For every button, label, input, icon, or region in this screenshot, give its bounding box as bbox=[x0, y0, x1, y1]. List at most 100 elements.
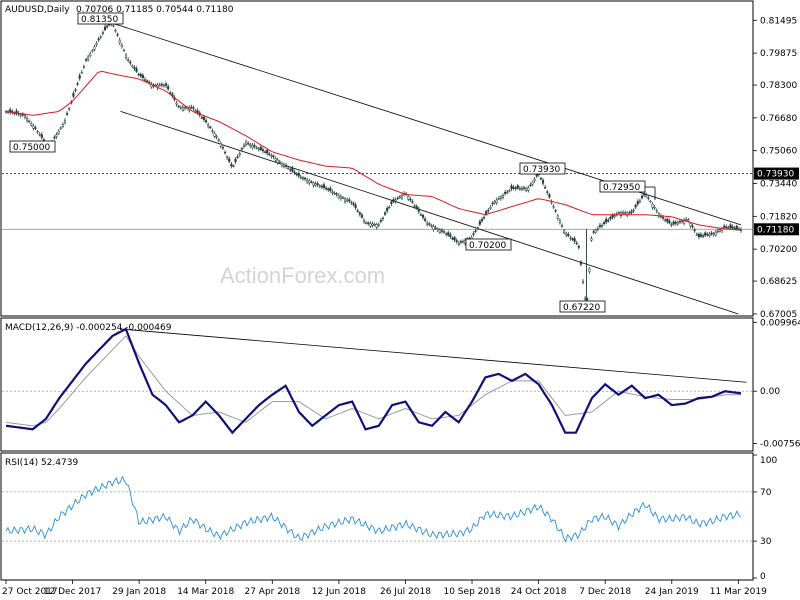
candle-body bbox=[457, 242, 460, 245]
candle-body bbox=[678, 220, 681, 223]
candle-body bbox=[499, 196, 502, 199]
candle-body bbox=[649, 200, 652, 203]
candle-body bbox=[167, 86, 170, 90]
candle-body bbox=[581, 281, 585, 283]
macd-trendline bbox=[120, 328, 747, 383]
candle-body bbox=[544, 186, 547, 189]
candle-body bbox=[514, 187, 517, 189]
candle-body bbox=[573, 238, 576, 242]
candle-body bbox=[337, 195, 340, 199]
candle-body bbox=[718, 229, 721, 232]
current-price-box bbox=[754, 223, 799, 236]
candle-body bbox=[628, 212, 631, 214]
rsi-line bbox=[5, 475, 742, 543]
candle-body bbox=[268, 153, 271, 156]
candle-body bbox=[116, 34, 119, 36]
candle-body bbox=[533, 178, 536, 182]
candle-body bbox=[335, 193, 338, 195]
candle-body bbox=[78, 75, 81, 79]
candle-body bbox=[276, 159, 279, 163]
candle-body bbox=[106, 25, 109, 28]
candle-body bbox=[76, 83, 79, 85]
candle-body bbox=[712, 232, 715, 235]
candle-body bbox=[80, 72, 83, 74]
macd-line bbox=[5, 327, 742, 435]
candle-body bbox=[129, 61, 132, 64]
price-annotation-label: 0.81350 bbox=[81, 15, 118, 25]
candle-body bbox=[506, 191, 509, 194]
candle-body bbox=[607, 220, 610, 222]
candle-body bbox=[459, 241, 462, 243]
candle-body bbox=[26, 118, 29, 122]
candle-body bbox=[541, 179, 545, 184]
candle-body bbox=[249, 143, 252, 147]
candle-body bbox=[563, 230, 566, 233]
candle-body bbox=[626, 212, 629, 216]
candle-body bbox=[314, 183, 317, 186]
candle-body bbox=[558, 220, 561, 224]
macd-y-tick-label: 0.009964 bbox=[760, 318, 800, 328]
candle-body bbox=[242, 144, 246, 147]
candle-body bbox=[253, 145, 256, 147]
candle-body bbox=[512, 187, 515, 189]
candle-body bbox=[245, 141, 248, 146]
x-tick-label: 10 Sep 2018 bbox=[444, 587, 501, 597]
candle-body bbox=[148, 81, 151, 84]
candle-body bbox=[624, 212, 627, 214]
candle-body bbox=[238, 153, 241, 155]
candle-body bbox=[99, 36, 102, 38]
candle-body bbox=[487, 210, 490, 212]
candle-body bbox=[434, 227, 437, 229]
candle-body bbox=[87, 56, 90, 60]
candle-body bbox=[421, 214, 425, 218]
candle-body bbox=[508, 190, 511, 192]
candle-body bbox=[392, 199, 395, 202]
price-title-symbol: AUDUSD,Daily bbox=[5, 5, 70, 15]
price-annotation-box bbox=[519, 162, 566, 175]
candle-body bbox=[124, 54, 128, 58]
candle-body bbox=[301, 177, 304, 180]
price-y-tick-label: 0.68625 bbox=[760, 277, 797, 287]
price-annotation-label: 0.75000 bbox=[13, 143, 50, 153]
candle-body bbox=[356, 210, 359, 212]
candle-body bbox=[415, 206, 418, 209]
candle-body bbox=[221, 147, 224, 149]
candle-body bbox=[525, 188, 528, 191]
candle-body bbox=[259, 146, 262, 151]
candle-body bbox=[141, 75, 144, 78]
candle-body bbox=[426, 222, 429, 225]
candle-body bbox=[230, 163, 233, 167]
candle-body bbox=[257, 148, 260, 150]
candle-body bbox=[61, 124, 64, 127]
candle-body bbox=[139, 74, 142, 77]
x-tick-label: 27 Oct 2017 bbox=[2, 587, 58, 597]
x-tick-label: 24 Oct 2018 bbox=[511, 587, 567, 597]
candle-body bbox=[643, 192, 646, 196]
candle-body bbox=[371, 223, 374, 226]
candle-body bbox=[504, 192, 507, 194]
candle-body bbox=[497, 198, 500, 200]
candle-body bbox=[122, 49, 125, 52]
candle-body bbox=[485, 211, 488, 215]
candle-body bbox=[217, 139, 220, 141]
candle-body bbox=[636, 201, 639, 205]
price-annotation-box bbox=[559, 300, 606, 313]
candle-body bbox=[693, 229, 696, 232]
candle-body bbox=[584, 298, 587, 300]
candle-body bbox=[520, 188, 524, 190]
candle-body bbox=[146, 80, 149, 82]
candle-body bbox=[165, 83, 168, 86]
candle-body bbox=[394, 199, 397, 202]
candle-body bbox=[689, 223, 692, 227]
candle-body bbox=[202, 116, 206, 120]
candle-body bbox=[293, 171, 296, 174]
candle-body bbox=[66, 112, 69, 115]
candle-body bbox=[211, 130, 214, 132]
candle-body bbox=[472, 233, 475, 235]
candle-body bbox=[523, 187, 526, 189]
candle-body bbox=[552, 206, 555, 208]
candle-body bbox=[331, 191, 334, 194]
candle-body bbox=[38, 134, 41, 136]
candle-body bbox=[670, 224, 673, 226]
price-y-tick-label: 0.70200 bbox=[760, 245, 797, 255]
